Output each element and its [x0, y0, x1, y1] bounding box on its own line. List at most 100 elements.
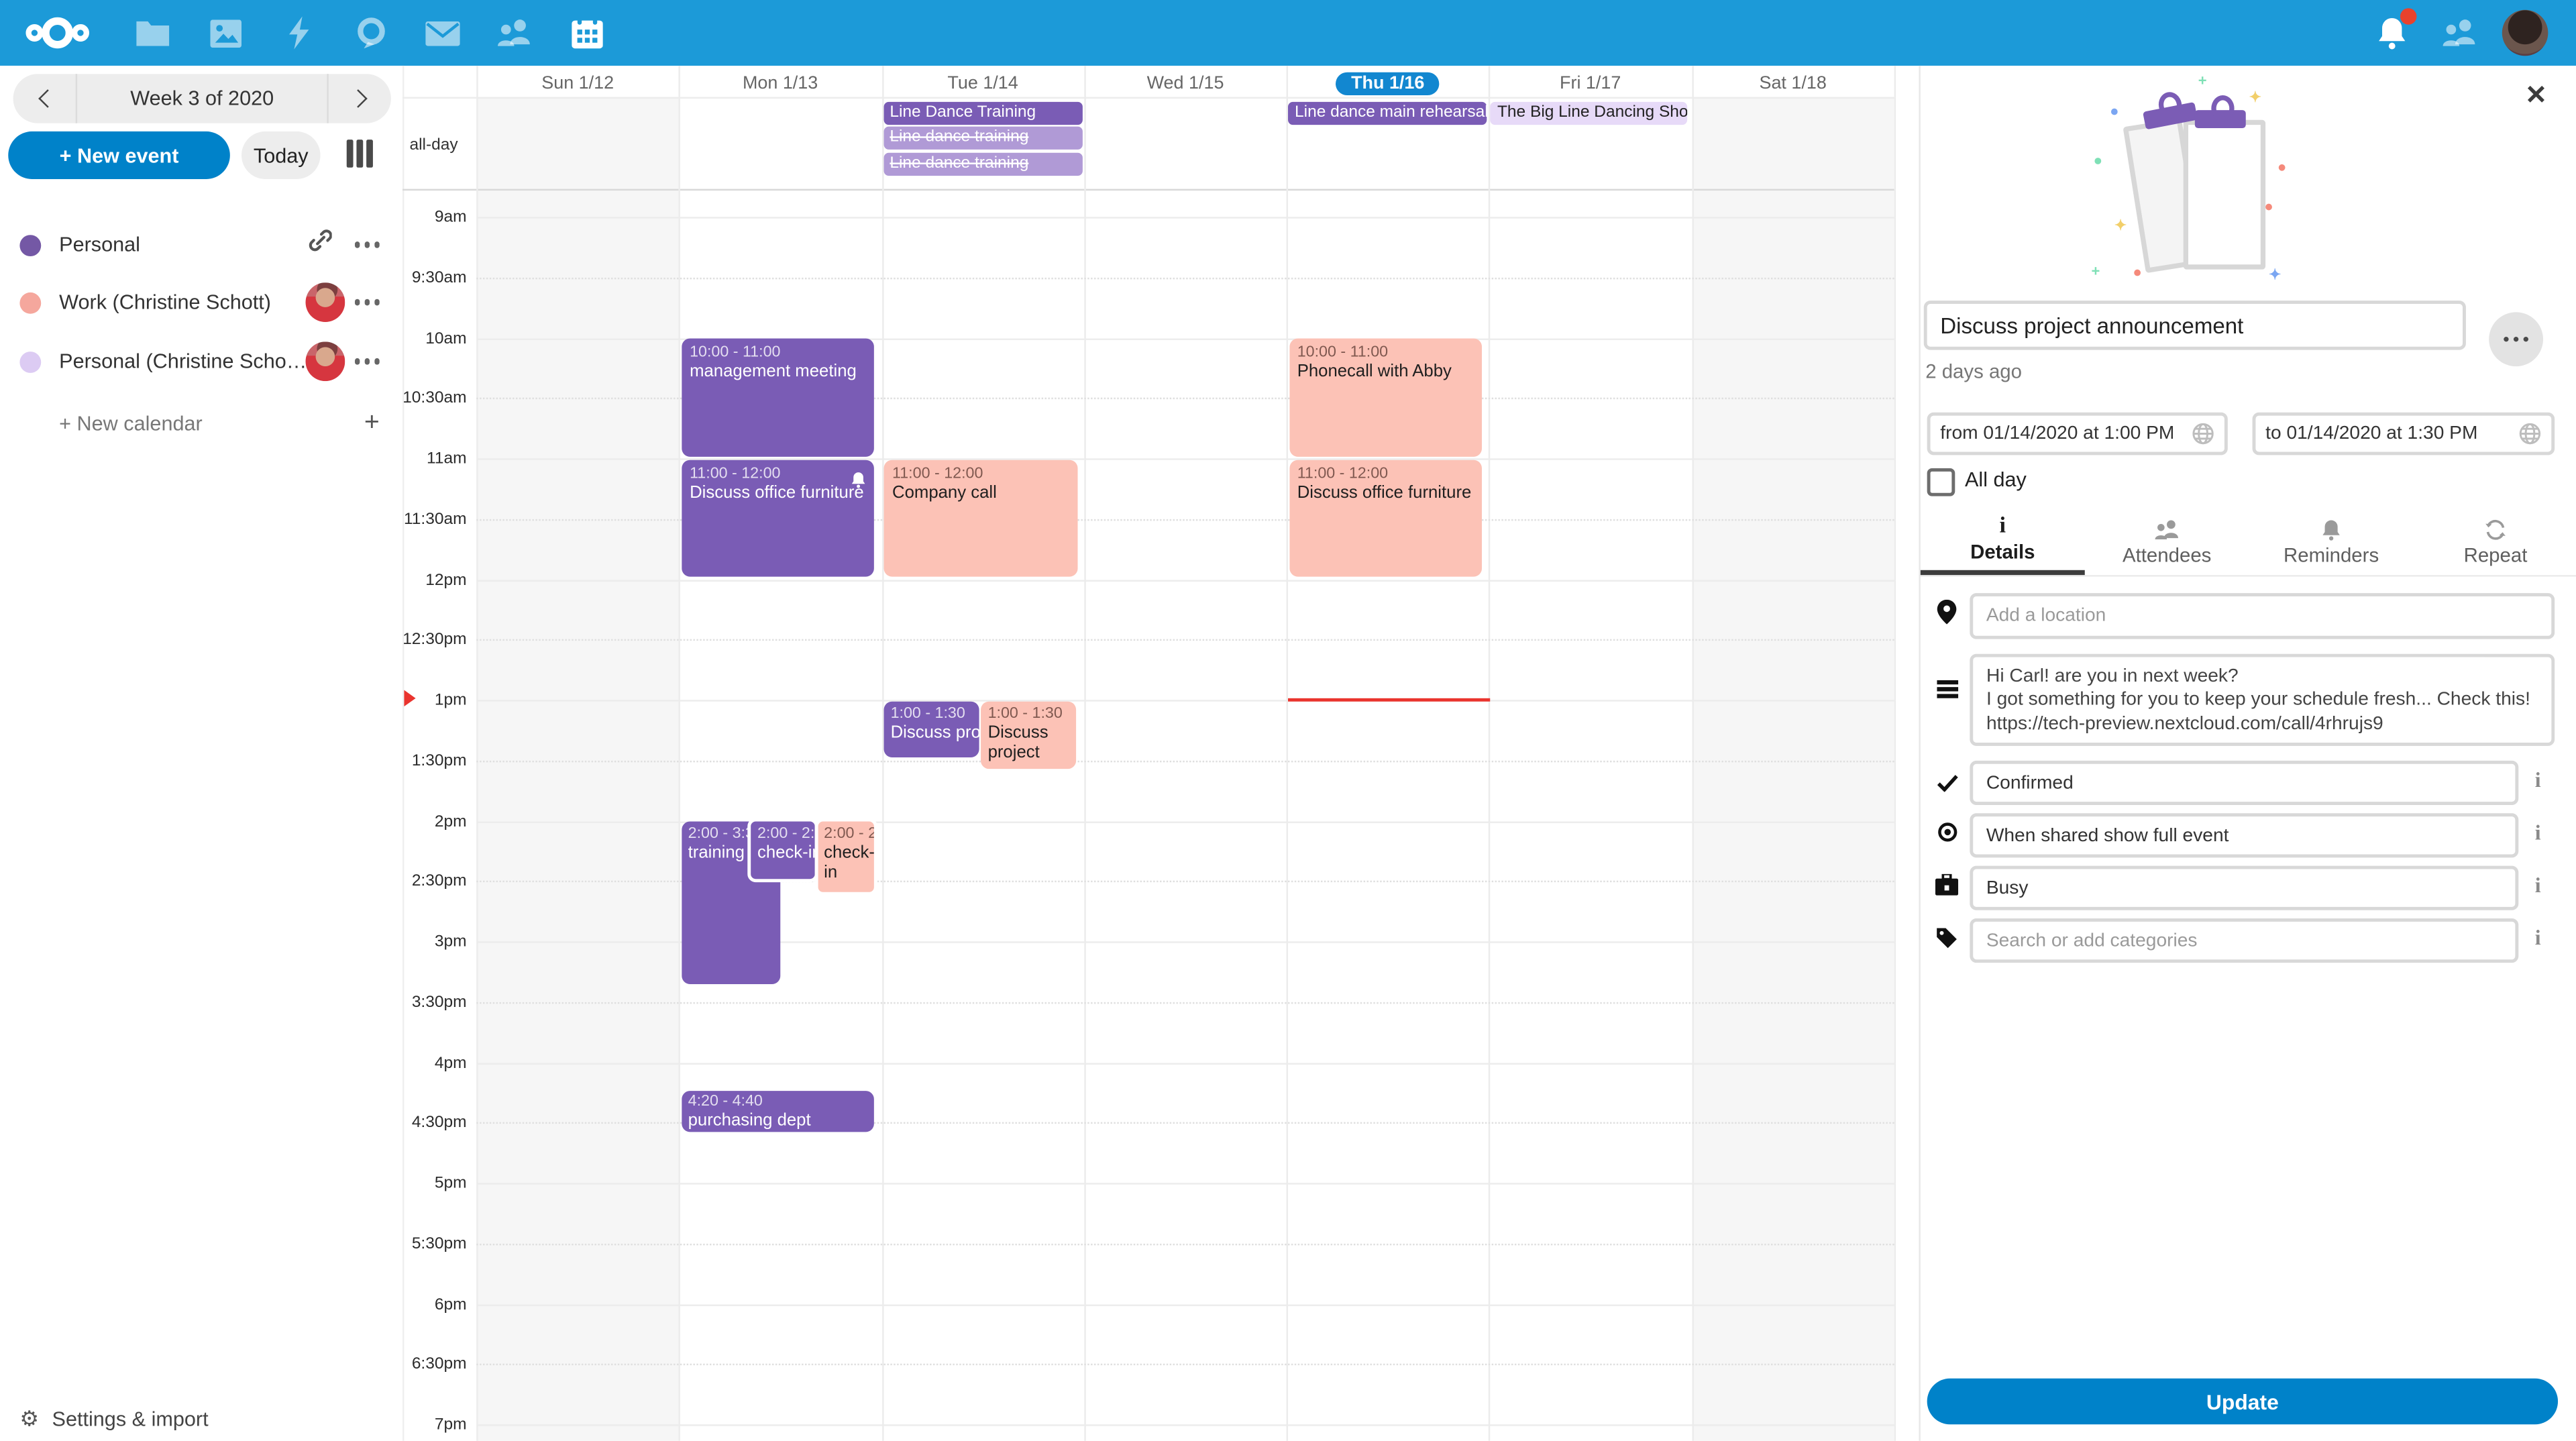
event-block[interactable]: 1:00 - 1:30 Discuss project [981, 700, 1077, 768]
day-header-wed[interactable]: Wed 1/15 [1146, 72, 1224, 93]
chevron-right-icon [347, 89, 367, 108]
notifications-bell-icon[interactable] [2372, 8, 2417, 53]
allday-event[interactable]: Line dance training [883, 126, 1082, 150]
event-block[interactable]: 11:00 - 12:00 Discuss office furniture [1289, 460, 1483, 577]
left-sidebar: Week 3 of 2020 + New event Today Persona… [0, 65, 405, 1441]
allday-event[interactable]: Line Dance Training [883, 101, 1082, 124]
time-label: 5:30pm [411, 1235, 467, 1253]
calendar-color-dot [19, 291, 42, 313]
time-label: 10am [425, 329, 467, 348]
files-app-icon[interactable] [133, 13, 172, 53]
today-button[interactable]: Today [241, 131, 321, 179]
close-icon[interactable]: ✕ [2525, 82, 2547, 111]
event-block[interactable]: 4:20 - 4:40 purchasing dept [681, 1091, 875, 1132]
settings-label: Settings & import [52, 1407, 209, 1432]
event-block[interactable]: 2:00 - 2:30 check-in [747, 817, 818, 882]
reminders-bell-icon [2322, 519, 2340, 540]
time-label: 4:30pm [411, 1114, 467, 1132]
event-actions-menu-button[interactable] [2489, 312, 2544, 367]
time-label: 5pm [434, 1175, 467, 1193]
view-mode-icon[interactable] [346, 140, 373, 168]
calendar-actions-menu[interactable] [354, 299, 380, 305]
event-block[interactable]: 10:00 - 11:00 Phonecall with Abby [1289, 338, 1483, 457]
event-block-selected[interactable]: 1:00 - 1:30 Discuss project announcement [883, 700, 979, 757]
share-link-icon[interactable] [308, 228, 332, 261]
visibility-select[interactable]: When shared show full event [1970, 813, 2519, 858]
timezone-globe-icon[interactable] [2192, 422, 2214, 445]
allday-divider [402, 189, 1894, 191]
tab-repeat[interactable]: Repeat [2414, 509, 2576, 575]
start-datetime-field[interactable]: from 01/14/2020 at 1:00 PM [1927, 412, 2228, 456]
allday-event[interactable]: Line dance main rehearsal [1288, 101, 1487, 124]
day-header-tue[interactable]: Tue 1/14 [947, 72, 1018, 93]
photos-app-icon[interactable] [205, 13, 245, 53]
activity-app-icon[interactable] [279, 13, 319, 53]
end-datetime-field[interactable]: to 01/14/2020 at 1:30 PM [2252, 412, 2555, 456]
tab-details[interactable]: i Details [1920, 509, 2085, 576]
talk-app-icon[interactable] [352, 13, 391, 53]
attendees-icon [2155, 519, 2179, 539]
day-header-fri[interactable]: Fri 1/17 [1560, 72, 1621, 93]
calendar-name: Personal [59, 233, 141, 257]
categories-info-icon[interactable]: i [2534, 924, 2541, 950]
settings-import-button[interactable]: ⚙ Settings & import [0, 1400, 402, 1440]
calendar-list-item-personal-christine[interactable]: Personal (Christine Scho… [0, 340, 402, 383]
mail-app-icon[interactable] [422, 13, 462, 53]
all-day-checkbox[interactable] [1927, 468, 1955, 496]
update-button[interactable]: Update [1927, 1378, 2559, 1425]
info-icon: i [1999, 513, 2006, 539]
next-week-button[interactable] [327, 74, 391, 123]
categories-input[interactable] [1970, 918, 2519, 963]
day-header-sun[interactable]: Sun 1/12 [541, 72, 614, 93]
tab-attendees[interactable]: Attendees [2085, 509, 2249, 575]
weekend-shade-saturday [1691, 97, 1894, 1441]
event-title-input[interactable] [1923, 301, 2466, 350]
calendar-list-item-work-christine[interactable]: Work (Christine Schott) [0, 281, 402, 324]
location-pin-icon [1933, 599, 1960, 633]
visibility-info-icon[interactable]: i [2534, 820, 2541, 845]
location-input[interactable] [1970, 593, 2555, 639]
new-calendar-label: + New calendar [59, 412, 203, 435]
status-select[interactable]: Confirmed [1970, 760, 2519, 806]
day-header-sat[interactable]: Sat 1/18 [1759, 72, 1827, 93]
calendar-app-icon[interactable] [567, 13, 606, 53]
availability-select[interactable]: Busy [1970, 865, 2519, 910]
shared-by-avatar [305, 282, 345, 323]
description-textarea[interactable]: Hi Carl! are you in next week? I got som… [1970, 653, 2555, 746]
day-header-mon[interactable]: Mon 1/13 [742, 72, 818, 93]
time-label: 3pm [434, 933, 467, 951]
nextcloud-logo-icon[interactable] [23, 13, 92, 53]
availability-info-icon[interactable]: i [2534, 872, 2541, 898]
time-label: 10:30am [402, 390, 467, 408]
allday-event[interactable]: The Big Line Dancing Show [1491, 101, 1688, 124]
all-day-row-label: all-day [409, 136, 458, 155]
time-label: 9:30am [411, 269, 467, 287]
tab-reminders[interactable]: Reminders [2249, 509, 2414, 575]
user-avatar[interactable] [2502, 9, 2548, 56]
new-event-button[interactable]: + New event [8, 131, 230, 179]
calendar-color-dot [19, 350, 42, 372]
contacts-app-icon[interactable] [494, 13, 534, 53]
event-block[interactable]: 11:00 - 12:00 Company call [883, 460, 1077, 577]
event-block[interactable]: 10:00 - 11:00 management meeting [681, 338, 875, 457]
status-info-icon[interactable]: i [2534, 767, 2541, 792]
reminder-bell-icon [851, 467, 866, 496]
time-label: 6:30pm [411, 1356, 467, 1374]
calendar-list-item-personal[interactable]: Personal [0, 223, 402, 266]
time-label: 7pm [434, 1416, 467, 1434]
status-check-icon [1933, 771, 1960, 800]
new-calendar-button[interactable]: + New calendar + [0, 403, 402, 445]
calendar-name: Personal (Christine Scho… [59, 350, 305, 373]
event-block[interactable]: 2:00 - 2:30 check-in [814, 817, 877, 895]
timezone-globe-icon[interactable] [2518, 422, 2541, 445]
time-label: 1pm [434, 692, 467, 710]
day-header-thu-today[interactable]: Thu 1/16 [1287, 69, 1489, 97]
event-block[interactable]: 11:00 - 12:00 Discuss office furniture [681, 460, 875, 577]
calendar-actions-menu[interactable] [354, 242, 380, 248]
contacts-menu-icon[interactable] [2440, 13, 2479, 53]
previous-week-button[interactable] [13, 74, 78, 123]
allday-event[interactable]: Line dance training [883, 152, 1082, 175]
week-label: Week 3 of 2020 [130, 87, 274, 111]
weekend-shade-sunday [476, 97, 680, 1441]
calendar-actions-menu[interactable] [354, 358, 380, 365]
